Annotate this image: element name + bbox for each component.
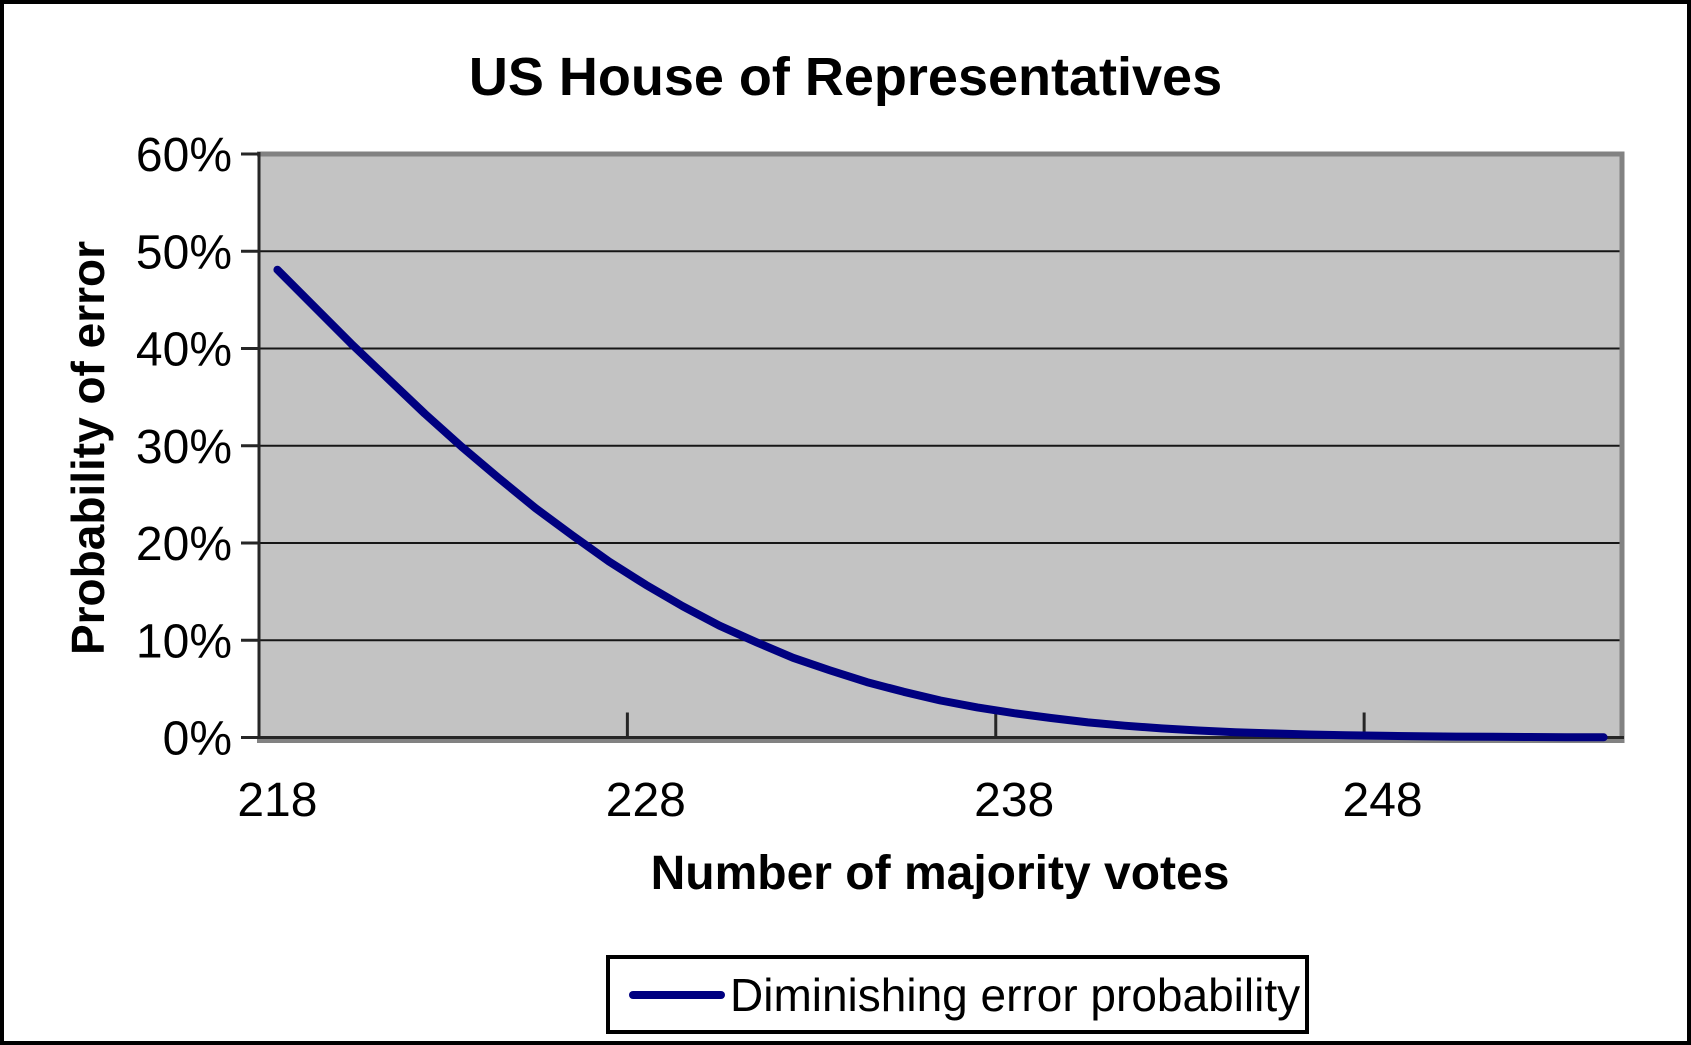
chart-title: US House of Representatives [468,47,1223,107]
x-tick-label: 218 [237,774,317,827]
y-axis-title: Probability of error [62,240,114,656]
legend: Diminishing error probability [606,955,1309,1034]
x-tick-label: 238 [974,774,1054,827]
y-tick-label: 40% [136,324,232,377]
y-tick-label: 50% [136,226,232,279]
plot-area: 0% 10% 20% 30% 40% 50% 60% 218 228 238 248 [136,129,1625,827]
legend-line-icon [629,990,725,999]
y-tick-label: 10% [136,615,232,668]
y-tick-label: 0% [163,713,232,766]
error-probability-curve [273,265,1608,742]
x-tick-label: 228 [606,774,686,827]
legend-label: Diminishing error probability [730,968,1301,1021]
y-tick-label: 60% [136,129,232,182]
x-tick-label: 248 [1343,774,1423,827]
y-tick-label: 20% [136,518,232,571]
x-axis-title: Number of majority votes [650,847,1230,900]
y-tick-label: 30% [136,421,232,474]
